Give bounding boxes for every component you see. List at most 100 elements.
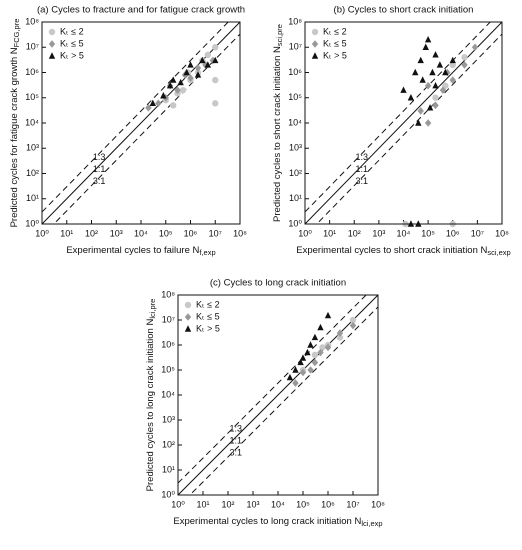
point <box>199 56 206 64</box>
x-tick-label: 10⁰ <box>171 499 185 509</box>
y-axis-label-text: Predicted cycles for fatigue crack growt… <box>9 47 20 227</box>
point <box>424 35 432 43</box>
point <box>349 321 357 330</box>
x-tick-label: 10³ <box>110 228 123 238</box>
y-axis-label: Predicted cycles to short crack initiati… <box>272 24 284 222</box>
x-axis-label-sub: lci,exp <box>361 519 382 528</box>
y-tick-label: 10⁴ <box>161 389 175 399</box>
y-tick-label: 10⁰ <box>288 218 302 228</box>
point <box>286 373 294 381</box>
point <box>155 99 162 108</box>
y-tick-label: 10⁶ <box>25 67 39 77</box>
point <box>442 68 449 76</box>
point <box>160 92 167 99</box>
point <box>461 61 468 69</box>
legend-label: Kₜ ≤ 5 <box>323 38 347 48</box>
legend-marker <box>184 325 192 332</box>
point <box>417 107 424 115</box>
x-tick-label: 10² <box>221 499 234 509</box>
point <box>324 343 332 352</box>
point <box>417 56 424 64</box>
reference-line-label: 1:1 <box>229 435 242 445</box>
point <box>307 366 314 374</box>
reference-line-label: 1:1 <box>356 164 369 174</box>
legend-label: Kₜ > 5 <box>196 323 220 333</box>
x-axis-label-text: Experimental cycles to long crack initia… <box>173 516 361 527</box>
y-tick-label: 10⁴ <box>288 117 302 127</box>
x-tick-label: 10⁸ <box>495 228 509 238</box>
reference-line-label: 3:1 <box>356 176 369 186</box>
points <box>145 44 219 112</box>
point <box>187 61 194 68</box>
x-tick-label: 10⁷ <box>209 228 222 238</box>
x-tick-label: 10⁵ <box>159 228 173 238</box>
point <box>415 119 422 126</box>
point <box>349 316 357 324</box>
point <box>336 334 344 341</box>
plot-frame <box>177 294 379 496</box>
point <box>424 119 432 127</box>
y-tick-label: 10⁶ <box>161 339 175 349</box>
panel: (a) Cycles to fracture and for fatigue c… <box>9 5 248 257</box>
legend-label: Kₜ > 5 <box>323 50 347 60</box>
point <box>436 61 444 68</box>
point <box>422 43 429 50</box>
point <box>212 56 219 64</box>
point <box>412 68 419 76</box>
plot-frame <box>41 21 241 225</box>
y-tick-label: 10⁷ <box>26 42 39 52</box>
point <box>317 323 324 331</box>
point <box>212 44 219 51</box>
y-tick-label: 10⁵ <box>288 92 302 102</box>
point <box>166 82 174 89</box>
y-tick-label: 10⁸ <box>161 289 175 299</box>
point <box>324 311 332 319</box>
x-tick-label: 10⁰ <box>35 228 49 238</box>
point <box>170 102 177 109</box>
point <box>449 76 456 84</box>
point <box>299 368 307 377</box>
legend-label: Kₜ ≤ 2 <box>323 26 347 36</box>
reference-line <box>316 33 502 224</box>
legend-label: Kₜ > 5 <box>60 50 84 60</box>
reference-line <box>42 22 229 213</box>
point <box>336 329 344 337</box>
y-tick-label: 10² <box>162 439 175 449</box>
y-tick-label: 10³ <box>26 143 39 153</box>
point <box>297 358 304 366</box>
points <box>400 35 479 228</box>
reference-line <box>305 22 491 213</box>
x-tick-label: 10⁷ <box>471 228 484 238</box>
x-axis-label: Experimental cycles to failure Nf,exp <box>66 245 215 257</box>
legend-marker <box>48 40 56 48</box>
y-tick-label: 10⁸ <box>25 16 39 26</box>
legend-label: Kₜ ≤ 5 <box>60 38 84 48</box>
point <box>432 94 439 101</box>
y-tick-label: 10⁰ <box>161 489 175 499</box>
y-tick-label: 10⁷ <box>162 314 175 324</box>
point <box>400 86 407 93</box>
x-tick-label: 10¹ <box>60 228 73 238</box>
x-tick-label: 10⁶ <box>184 228 198 238</box>
y-tick-label: 10⁷ <box>289 42 302 52</box>
point <box>177 78 184 86</box>
reference-line-label: 3:1 <box>229 447 242 457</box>
point <box>432 101 439 110</box>
legend-marker <box>311 40 319 48</box>
reference-line-label: 1:3 <box>93 152 106 162</box>
y-axis-label-text: Predicted cycles to long crack initiatio… <box>145 319 156 492</box>
point <box>319 344 326 351</box>
point <box>194 64 202 72</box>
point <box>204 61 211 68</box>
legend-marker <box>311 52 319 59</box>
y-tick-label: 10⁸ <box>288 16 302 26</box>
reference-line-label: 1:3 <box>229 423 242 433</box>
point <box>194 71 202 78</box>
y-tick-label: 10³ <box>289 143 302 153</box>
x-axis-label: Experimental cycles to short crack initi… <box>296 245 510 257</box>
y-tick-label: 10⁴ <box>25 117 39 127</box>
point <box>304 348 311 356</box>
y-tick-label: 10⁵ <box>25 92 39 102</box>
y-axis-label-sub: FCG,pre <box>12 19 21 48</box>
